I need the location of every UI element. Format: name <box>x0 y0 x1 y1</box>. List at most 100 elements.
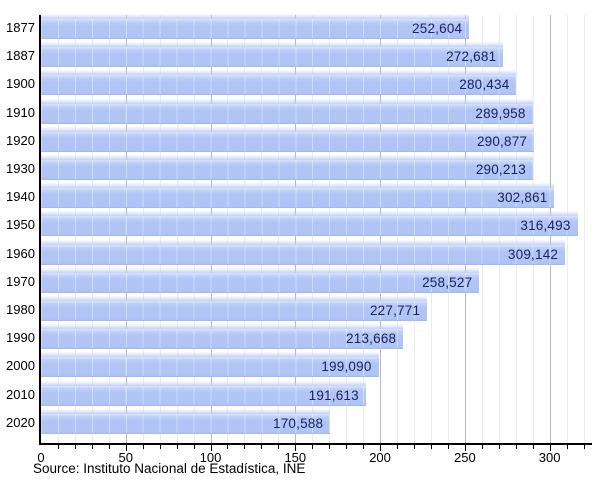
x-tick-minor <box>346 445 348 449</box>
bar-top-glow <box>41 267 480 273</box>
x-tick-minor <box>57 445 59 449</box>
bar-value-label: 309,142 <box>507 246 559 262</box>
bar-top-glow <box>41 126 535 132</box>
bar-value-label: 227,771 <box>369 303 421 318</box>
data-bar: 290,213 <box>41 160 534 180</box>
x-tick-major <box>210 445 212 451</box>
data-bar: 302,861 <box>41 188 555 209</box>
x-tick-minor <box>159 445 161 449</box>
bar-value-label: 290,877 <box>476 133 528 149</box>
x-tick-label: 250 <box>453 450 476 465</box>
bar-row: 227,771 <box>41 296 592 328</box>
y-axis-label: 1887 <box>6 48 35 64</box>
y-axis-label: 1910 <box>6 104 35 120</box>
x-tick-minor <box>566 445 568 449</box>
x-tick-minor <box>74 445 76 449</box>
bar-top-glow <box>41 155 534 160</box>
x-tick-minor <box>278 445 280 449</box>
x-tick-minor <box>515 445 517 449</box>
bar-row: 309,142 <box>41 239 592 272</box>
y-axis-label: 2000 <box>6 358 35 374</box>
data-bar: 290,877 <box>41 131 535 152</box>
data-bar: 280,434 <box>41 75 517 96</box>
bar-row: 316,493 <box>41 211 592 243</box>
bar-row: 272,681 <box>41 42 592 74</box>
x-tick-minor <box>430 445 432 449</box>
data-bar: 191,613 <box>41 385 366 406</box>
x-tick-minor <box>363 445 365 449</box>
data-bar: 272,681 <box>41 47 504 68</box>
data-bar: 213,668 <box>41 329 404 350</box>
x-tick-minor <box>413 445 415 449</box>
y-axis-label: 1990 <box>6 330 35 346</box>
bar-row: 199,090 <box>41 352 592 384</box>
bar-row: 191,613 <box>41 380 592 413</box>
bar-row: 302,861 <box>41 183 592 215</box>
bar-value-label: 258,527 <box>422 274 473 290</box>
x-tick-major <box>295 445 297 451</box>
y-axis-label: 1960 <box>6 245 35 261</box>
bar-top-glow <box>41 408 331 414</box>
y-axis-label: 1900 <box>6 76 35 92</box>
y-axis-label: 2010 <box>6 386 35 402</box>
x-tick-label: 100 <box>199 450 222 465</box>
x-tick-minor <box>176 445 178 449</box>
x-tick-major <box>464 445 466 451</box>
bar-top-glow <box>41 380 366 386</box>
bar-top-glow <box>41 352 379 358</box>
data-bar: 227,771 <box>41 301 428 321</box>
bar-value-label: 272,681 <box>446 49 497 65</box>
x-tick-label: 50 <box>118 450 133 465</box>
bar-top-glow <box>41 14 470 19</box>
x-tick-minor <box>397 445 399 449</box>
y-axis-label: 1877 <box>6 20 35 35</box>
bar-top-glow <box>41 70 517 76</box>
y-axis-label: 1970 <box>6 273 35 289</box>
x-tick-minor <box>244 445 246 449</box>
bar-value-label: 316,493 <box>520 218 571 234</box>
y-axis-label: 2020 <box>6 414 35 430</box>
bar-value-label: 280,434 <box>459 77 510 93</box>
x-tick-minor <box>329 445 331 449</box>
data-bar: 258,527 <box>41 272 480 293</box>
bar-top-glow <box>41 183 555 189</box>
bar-value-label: 213,668 <box>346 331 397 347</box>
bar-top-glow <box>41 239 566 245</box>
x-tick-label: 150 <box>284 450 307 465</box>
plot-area: 252,604 272,681 280,434 289,958 290,877 290,2… <box>39 14 592 445</box>
x-tick-minor <box>142 445 144 449</box>
x-tick-label: 0 <box>37 450 45 465</box>
data-bar: 252,604 <box>41 19 470 39</box>
data-bar: 309,142 <box>41 244 566 265</box>
x-tick-minor <box>481 445 483 449</box>
bar-top-glow <box>41 98 533 104</box>
gridline-minor <box>583 15 585 443</box>
y-axis-label: 1930 <box>6 161 35 176</box>
bar-value-label: 302,861 <box>497 190 548 206</box>
data-bar: 316,493 <box>41 216 578 237</box>
x-tick-minor <box>312 445 314 449</box>
bar-row: 280,434 <box>41 70 592 102</box>
data-bar: 170,588 <box>41 413 331 434</box>
bar-row: 252,604 <box>41 14 592 46</box>
x-tick-minor <box>583 445 585 449</box>
x-tick-minor <box>91 445 93 449</box>
y-axis-label: 1950 <box>6 217 35 233</box>
bar-row: 289,958 <box>41 98 592 131</box>
x-tick-major <box>549 445 551 451</box>
bar-value-label: 289,958 <box>475 105 526 121</box>
source-caption: Source: Instituto Nacional de Estadístic… <box>33 461 306 476</box>
bar-value-label: 290,213 <box>475 162 527 177</box>
x-tick-minor <box>447 445 449 449</box>
x-tick-minor <box>498 445 500 449</box>
x-tick-minor <box>108 445 110 449</box>
bar-top-glow <box>41 211 578 217</box>
x-tick-minor <box>193 445 195 449</box>
x-tick-label: 200 <box>369 450 391 465</box>
x-tick-major <box>380 445 382 451</box>
x-tick-major <box>125 445 127 451</box>
y-axis-label: 1920 <box>6 132 35 148</box>
bar-row: 170,588 <box>41 408 592 441</box>
bar-row: 258,527 <box>41 267 592 300</box>
